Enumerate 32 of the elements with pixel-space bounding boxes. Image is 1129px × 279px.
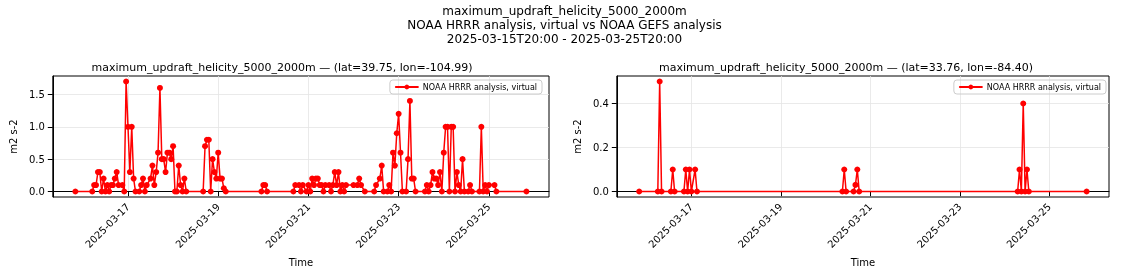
point xyxy=(843,188,850,195)
legend-label: NOAA HRRR analysis, virtual xyxy=(422,82,537,92)
point xyxy=(1016,166,1023,173)
point xyxy=(850,188,857,195)
point xyxy=(693,188,700,195)
y-tick-label: 0.2 xyxy=(592,142,609,153)
y-tick-label: 0.0 xyxy=(592,186,609,197)
point xyxy=(852,181,859,188)
point xyxy=(658,188,665,195)
point xyxy=(686,166,693,173)
point xyxy=(856,188,863,195)
chart-title: maximum_updraft_helicity_5000_2000m — (lat=33.76, lon=-84.40) xyxy=(659,61,1033,74)
x-axis-title: Time xyxy=(287,256,314,268)
y-tick-label: 0.4 xyxy=(592,98,609,109)
text: NOAA HRRR analysis, virtual vs NOAA GEFS analysis xyxy=(406,18,723,32)
point xyxy=(1020,100,1027,107)
y-tick-label: 1.0 xyxy=(28,121,45,133)
point xyxy=(692,166,699,173)
point xyxy=(636,188,643,195)
point xyxy=(671,188,678,195)
text: 2025-03-15T20:00 - 2025-03-25T20:00 xyxy=(445,32,684,46)
y-axis-title: m2 s-2 xyxy=(7,119,19,154)
legend-label: NOAA HRRR analysis, virtual xyxy=(986,82,1101,92)
x-axis-title: Time xyxy=(849,256,876,268)
y-tick-label: 0.0 xyxy=(28,186,45,197)
y-axis-title: m2 s-2 xyxy=(571,119,583,154)
y-tick-label: 0.5 xyxy=(28,153,45,165)
point xyxy=(841,166,848,173)
text: maximum_updraft_helicity_5000_2000m xyxy=(441,4,688,18)
y-tick-label: 1.5 xyxy=(28,88,45,100)
chart-title: maximum_updraft_helicity_5000_2000m — (lat=39.75, lon=-104.99) xyxy=(91,61,473,74)
point xyxy=(1083,188,1090,195)
